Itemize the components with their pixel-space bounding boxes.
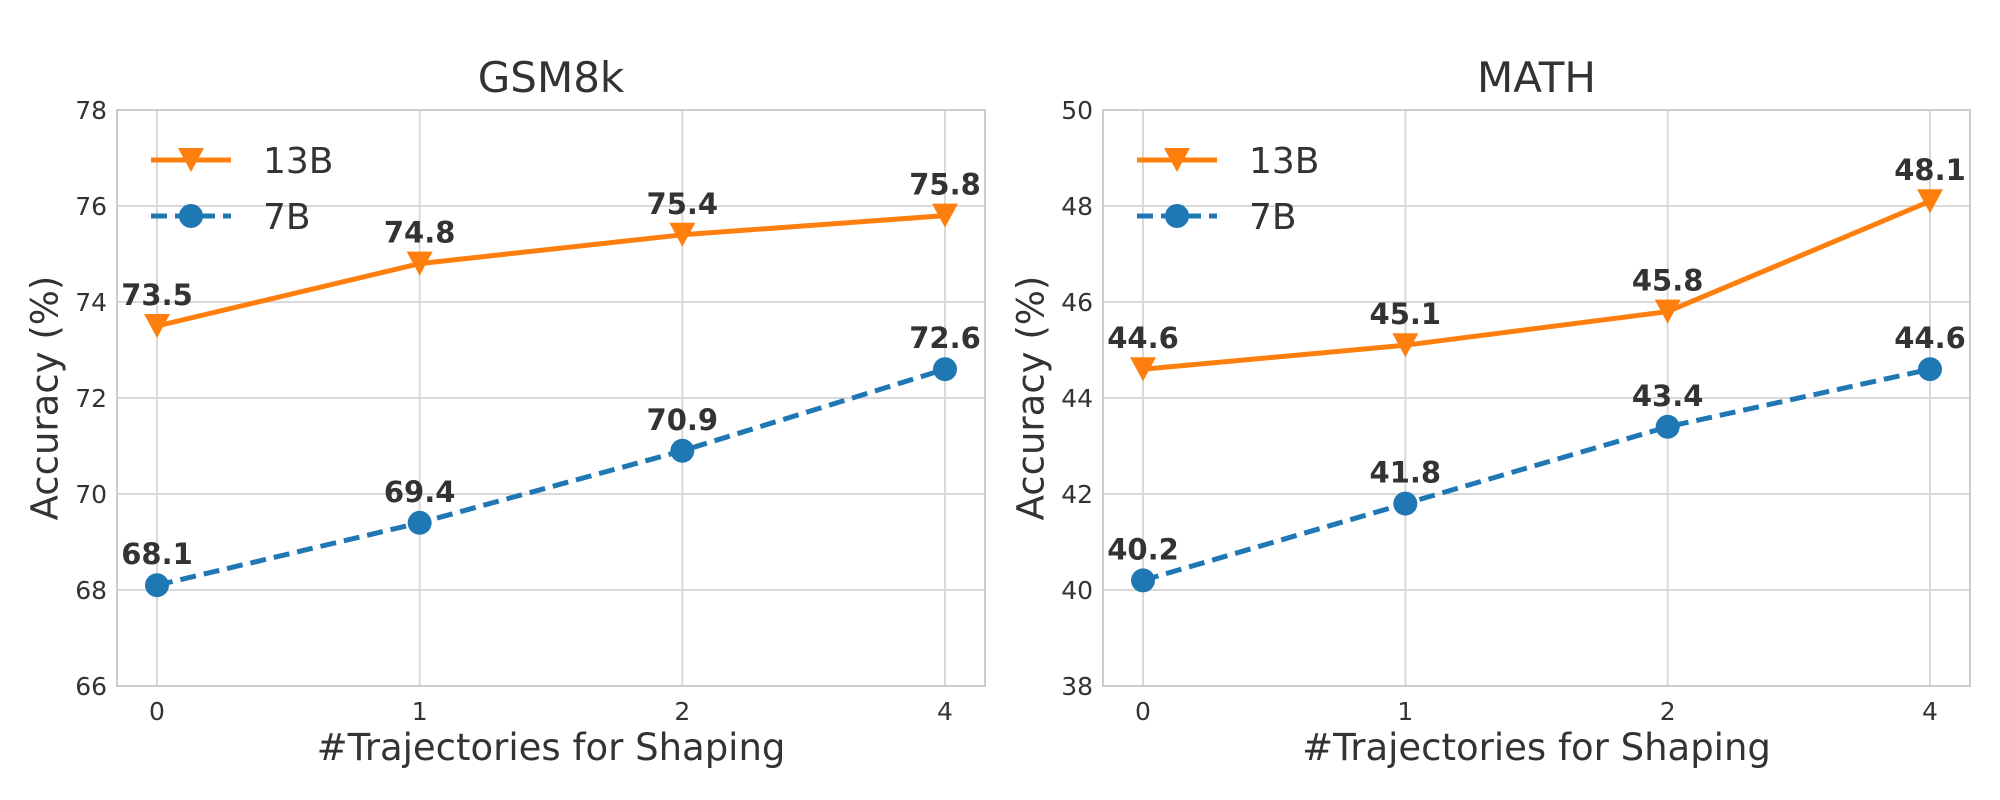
tick-labels: 38 40 42 44 46 48 50 0 1 2 4 bbox=[1061, 96, 1938, 726]
x-tick-label: 1 bbox=[1397, 697, 1413, 726]
y-tick-label: 70 bbox=[75, 480, 107, 509]
y-tick-label: 74 bbox=[75, 288, 107, 317]
data-point bbox=[1655, 414, 1680, 439]
legend-marker bbox=[1165, 204, 1189, 228]
plot-frame bbox=[1102, 109, 1971, 687]
data-point bbox=[1131, 568, 1155, 593]
series-line bbox=[156, 213, 946, 329]
legend-marker bbox=[179, 204, 203, 228]
series-13b: 73.5 74.8 75.4 75.8 bbox=[121, 168, 981, 338]
data-label: 74.8 bbox=[384, 216, 456, 250]
data-point bbox=[1918, 357, 1942, 382]
y-axis-label: Accuracy (%) bbox=[24, 276, 67, 521]
series: 73.5 74.8 75.4 75.8 68.1 69.4 70.9 72.6 bbox=[121, 168, 981, 598]
y-axis-label: Accuracy (%) bbox=[1010, 276, 1053, 521]
x-tick-label: 1 bbox=[412, 697, 428, 726]
x-axis-label: #Trajectories for Shaping bbox=[1302, 726, 1771, 769]
y-tick-label: 72 bbox=[75, 384, 107, 413]
legend-label: 13B bbox=[263, 141, 334, 182]
series-line bbox=[156, 366, 946, 588]
series-13b: 44.6 45.1 45.8 48.1 bbox=[1107, 153, 1966, 382]
chart-title: MATH bbox=[1477, 53, 1596, 102]
series-line bbox=[1142, 366, 1931, 583]
data-label: 75.4 bbox=[647, 187, 719, 221]
series-line bbox=[1142, 198, 1931, 372]
legend-label: 7B bbox=[263, 197, 311, 238]
x-tick-label: 4 bbox=[937, 697, 953, 726]
data-point bbox=[145, 573, 169, 598]
data-label: 41.8 bbox=[1370, 456, 1442, 490]
data-label: 75.8 bbox=[909, 168, 981, 202]
chart-math: MATH #Trajectories for Shaping Accuracy … bbox=[1010, 53, 1971, 769]
chart-gsm8k: GSM8k #Trajectories for Shaping Accuracy… bbox=[24, 53, 986, 769]
data-label: 70.9 bbox=[647, 403, 719, 437]
data-label: 43.4 bbox=[1632, 379, 1704, 413]
data-label: 69.4 bbox=[384, 475, 456, 509]
gridlines bbox=[1103, 109, 1970, 687]
y-tick-label: 48 bbox=[1061, 192, 1093, 221]
y-tick-label: 44 bbox=[1061, 384, 1093, 413]
legend-item-13b: 13B bbox=[151, 141, 334, 182]
data-point bbox=[1130, 357, 1156, 382]
x-tick-label: 2 bbox=[1660, 697, 1676, 726]
tick-labels: 66 68 70 72 74 76 78 0 1 2 4 bbox=[75, 96, 953, 726]
data-label: 48.1 bbox=[1894, 153, 1966, 187]
y-tick-label: 46 bbox=[1061, 288, 1093, 317]
x-tick-label: 0 bbox=[1135, 697, 1151, 726]
legend-label: 13B bbox=[1249, 141, 1320, 182]
data-point bbox=[1654, 299, 1681, 324]
data-label: 73.5 bbox=[121, 278, 193, 312]
data-point bbox=[144, 314, 170, 338]
legend-item-7b: 7B bbox=[1137, 197, 1297, 238]
legend-marker bbox=[1164, 148, 1190, 172]
y-tick-label: 66 bbox=[75, 672, 107, 701]
data-point bbox=[669, 222, 696, 247]
y-tick-label: 78 bbox=[75, 96, 107, 125]
plot-frame bbox=[116, 109, 986, 687]
series-7b: 40.2 41.8 43.4 44.6 bbox=[1107, 321, 1966, 593]
x-axis-label: #Trajectories for Shaping bbox=[317, 726, 786, 769]
legend-item-13b: 13B bbox=[1137, 141, 1320, 182]
data-label: 44.6 bbox=[1894, 321, 1966, 355]
data-point bbox=[1392, 333, 1419, 358]
data-point bbox=[1917, 189, 1943, 214]
x-tick-label: 0 bbox=[149, 697, 165, 726]
y-tick-label: 76 bbox=[75, 192, 107, 221]
x-tick-label: 2 bbox=[674, 697, 690, 726]
y-tick-label: 38 bbox=[1061, 672, 1093, 701]
data-point bbox=[933, 357, 957, 382]
data-point bbox=[670, 438, 695, 463]
data-label: 45.1 bbox=[1370, 297, 1442, 331]
chart-title: GSM8k bbox=[478, 53, 625, 102]
data-label: 45.8 bbox=[1632, 264, 1704, 298]
data-point bbox=[932, 203, 958, 228]
data-label: 40.2 bbox=[1107, 532, 1179, 566]
data-point bbox=[1393, 491, 1418, 516]
y-tick-label: 50 bbox=[1061, 96, 1093, 125]
y-tick-label: 40 bbox=[1061, 576, 1093, 605]
y-tick-label: 42 bbox=[1061, 480, 1093, 509]
series-7b: 68.1 69.4 70.9 72.6 bbox=[121, 321, 981, 598]
data-label: 44.6 bbox=[1107, 321, 1179, 355]
x-tick-label: 4 bbox=[1922, 697, 1938, 726]
series: 44.6 45.1 45.8 48.1 40.2 41.8 43.4 44.6 bbox=[1107, 153, 1966, 593]
legend-marker bbox=[178, 148, 204, 172]
legend-item-7b: 7B bbox=[151, 197, 311, 238]
legend-label: 7B bbox=[1249, 197, 1297, 238]
data-label: 68.1 bbox=[121, 537, 193, 571]
data-point bbox=[407, 510, 432, 535]
data-label: 72.6 bbox=[909, 321, 981, 355]
data-point bbox=[406, 251, 433, 276]
y-tick-label: 68 bbox=[75, 576, 107, 605]
